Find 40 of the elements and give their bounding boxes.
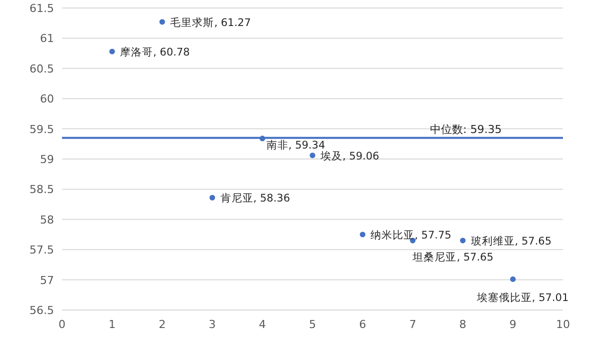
point: [310, 152, 316, 158]
point: [510, 276, 516, 282]
annotation: 毛里求斯, 61.27: [170, 16, 251, 29]
annotation: 埃及, 59.06: [320, 149, 380, 162]
point: [460, 238, 466, 244]
x-tick-label: 2: [158, 318, 166, 331]
point: [159, 19, 165, 25]
x-tick-label: 8: [459, 318, 466, 331]
point: [260, 136, 266, 142]
annotation: 玻利维亚, 57.65: [470, 234, 552, 248]
annotation: 摩洛哥, 60.78: [120, 45, 190, 58]
point: [210, 194, 216, 200]
x-tick-label: 6: [359, 318, 366, 331]
annotation: 坦桑尼亚, 57.65: [412, 252, 494, 264]
y-tick-label: 61.5: [30, 2, 54, 15]
x-tick-label: 5: [309, 318, 316, 331]
y-tick-label: 61: [40, 32, 54, 46]
annotation: 南非, 59.34: [266, 138, 326, 152]
annotation: 埃塞俄比亚, 57.01: [476, 291, 569, 304]
y-tick-label: 60.5: [30, 62, 54, 76]
x-tick-label: 3: [208, 318, 216, 331]
x-tick-label: 7: [409, 318, 416, 331]
x-tick-label: 9: [509, 318, 516, 331]
annotation: 肯尼亚, 58.36: [220, 192, 290, 205]
x-tick-label: 0: [58, 318, 66, 331]
y-tick-label: 58: [40, 213, 54, 226]
y-tick-label: 58.5: [30, 183, 54, 196]
y-tick-label: 57.5: [30, 244, 54, 257]
y-tick-label: 57: [40, 274, 54, 287]
y-tick-label: 59: [40, 153, 54, 166]
x-tick-label: 4: [258, 318, 266, 331]
x-tick-label: 10: [556, 318, 570, 331]
y-tick-label: 60: [40, 92, 54, 106]
annotation: 纳米比亚, 57.75: [370, 228, 452, 242]
point: [109, 48, 115, 54]
point: [360, 232, 366, 238]
y-tick-label: 56.5: [30, 304, 54, 317]
x-tick-label: 1: [108, 318, 116, 331]
ref-line-label: 中位数: 59.35: [430, 122, 502, 136]
y-tick-label: 59.5: [30, 122, 54, 136]
